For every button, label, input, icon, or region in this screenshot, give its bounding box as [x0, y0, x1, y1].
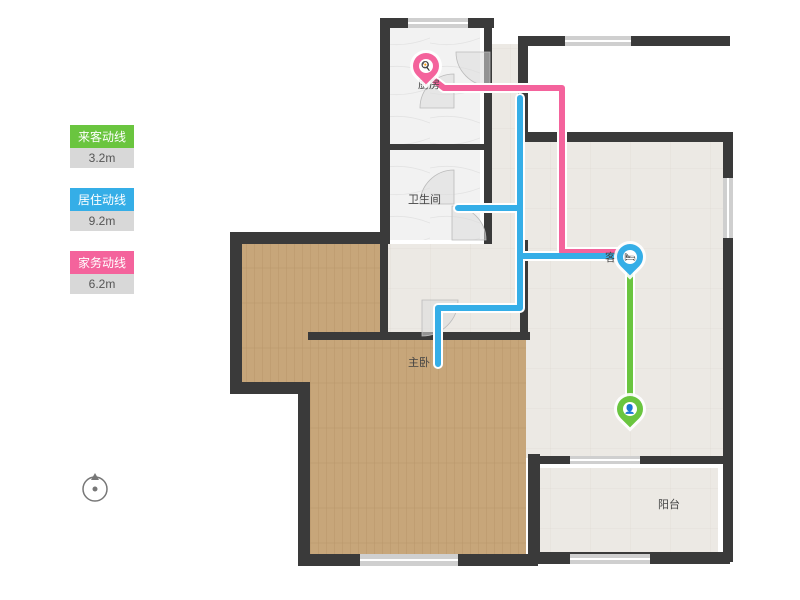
pot-icon: 🍳	[419, 59, 433, 73]
legend-title: 家务动线	[70, 251, 134, 274]
marker-kitchen: 🍳	[413, 53, 439, 85]
svg-text:阳台: 阳台	[658, 497, 680, 511]
legend-value: 6.2m	[70, 274, 134, 294]
rooms-group	[240, 26, 723, 558]
legend-item-guest: 来客动线 3.2m	[70, 125, 134, 168]
floorplan-svg: 厨房卫生间客餐厅主卧阳台	[230, 8, 770, 592]
compass-icon	[78, 470, 112, 504]
legend-value: 9.2m	[70, 211, 134, 231]
person-icon: 👤	[623, 402, 637, 416]
legend-item-living: 居住动线 9.2m	[70, 188, 134, 231]
legend-title: 来客动线	[70, 125, 134, 148]
bed-icon: 🛏	[623, 250, 637, 264]
svg-text:主卧: 主卧	[408, 356, 430, 369]
marker-living: 🛏	[617, 244, 643, 276]
legend-title: 居住动线	[70, 188, 134, 211]
legend-value: 3.2m	[70, 148, 134, 168]
legend-item-chores: 家务动线 6.2m	[70, 251, 134, 294]
legend: 来客动线 3.2m 居住动线 9.2m 家务动线 6.2m	[70, 125, 134, 314]
floorplan: 厨房卫生间客餐厅主卧阳台 🍳 🛏 👤	[230, 8, 770, 592]
svg-text:卫生间: 卫生间	[408, 192, 441, 206]
marker-guest: 👤	[617, 396, 643, 428]
